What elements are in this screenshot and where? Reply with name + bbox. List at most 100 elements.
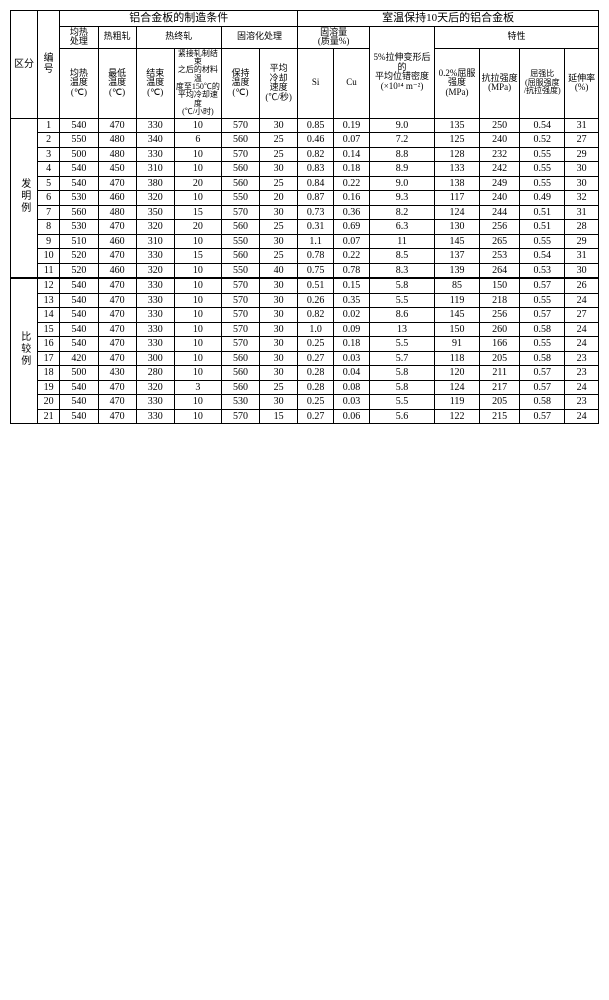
- cell: 1: [37, 118, 59, 133]
- cell: 540: [60, 308, 98, 323]
- header-qufen: 区分: [11, 11, 38, 119]
- cell: 8.8: [370, 147, 435, 162]
- cell: 119: [435, 293, 480, 308]
- cell: 232: [479, 147, 519, 162]
- cell: 0.04: [334, 366, 370, 381]
- cell: 380: [136, 176, 174, 191]
- header-lengque-rate: 紧接轧制结束之后的材料温度至150℃的平均冷却速度(℃/小时): [174, 48, 221, 118]
- cell: 20: [174, 176, 221, 191]
- cell: 0.55: [520, 234, 565, 249]
- cell: 118: [435, 351, 480, 366]
- cell: 0.82: [298, 308, 334, 323]
- cell: 0.26: [298, 293, 334, 308]
- cell: 560: [221, 220, 259, 235]
- cell: 0.28: [298, 366, 334, 381]
- header-pingjun-lengque: 平均冷却速度(℃/秒): [260, 48, 298, 118]
- cell: 264: [479, 263, 519, 278]
- cell: 31: [565, 205, 599, 220]
- cell: 133: [435, 162, 480, 177]
- cell: 0.58: [520, 322, 565, 337]
- cell: 27: [565, 308, 599, 323]
- cell: 10: [174, 278, 221, 293]
- cell: 470: [98, 380, 136, 395]
- cell: 330: [136, 308, 174, 323]
- table-row: 1454047033010570300.820.028.61452560.572…: [11, 308, 599, 323]
- cell: 330: [136, 322, 174, 337]
- header-weicuo: 5%拉伸变形后的平均位错密度(×10¹⁴ m⁻²): [370, 26, 435, 118]
- header-guronghua: 固溶化处理: [221, 26, 297, 48]
- cell: 460: [98, 263, 136, 278]
- cell: 560: [221, 380, 259, 395]
- group-label: 比较例: [11, 278, 38, 424]
- header-baochi-temp: 保持温度(℃): [221, 48, 259, 118]
- cell: 211: [479, 366, 519, 381]
- cell: 23: [565, 366, 599, 381]
- table-row: 1152046032010550400.750.788.31392640.533…: [11, 263, 599, 278]
- cell: 530: [221, 395, 259, 410]
- header-junre-temp: 均热温度(℃): [60, 48, 98, 118]
- cell: 560: [221, 351, 259, 366]
- cell: 570: [221, 409, 259, 424]
- cell: 14: [37, 308, 59, 323]
- cell: 330: [136, 278, 174, 293]
- table-row: 195404703203560250.280.085.81242170.5724: [11, 380, 599, 395]
- header-recuzha: 热粗轧: [98, 26, 136, 48]
- cell: 570: [221, 293, 259, 308]
- cell: 0.22: [334, 176, 370, 191]
- cell: 320: [136, 191, 174, 206]
- cell: 0.16: [334, 191, 370, 206]
- cell: 20: [260, 191, 298, 206]
- cell: 570: [221, 322, 259, 337]
- cell: 0.25: [298, 337, 334, 352]
- table-row: 1654047033010570300.250.185.5911660.5524: [11, 337, 599, 352]
- cell: 0.08: [334, 380, 370, 395]
- cell: 25: [260, 133, 298, 148]
- header-qufu: 0.2%屈服强度(MPa): [435, 48, 480, 118]
- cell: 30: [260, 205, 298, 220]
- cell: 0.83: [298, 162, 334, 177]
- cell: 5.8: [370, 380, 435, 395]
- cell: 30: [260, 293, 298, 308]
- cell: 30: [260, 337, 298, 352]
- header-cu: Cu: [334, 48, 370, 118]
- cell: 15: [174, 205, 221, 220]
- cell: 500: [60, 147, 98, 162]
- cell: 300: [136, 351, 174, 366]
- cell: 0.19: [334, 118, 370, 133]
- cell: 23: [565, 351, 599, 366]
- cell: 139: [435, 263, 480, 278]
- cell: 29: [565, 147, 599, 162]
- cell: 0.78: [334, 263, 370, 278]
- cell: 280: [136, 366, 174, 381]
- cell: 540: [60, 278, 98, 293]
- cell: 6: [174, 133, 221, 148]
- cell: 3: [174, 380, 221, 395]
- cell: 0.58: [520, 395, 565, 410]
- cell: 8.5: [370, 249, 435, 264]
- header-junre: 均热处理: [60, 26, 98, 48]
- cell: 10: [174, 337, 221, 352]
- cell: 330: [136, 147, 174, 162]
- cell: 0.25: [298, 395, 334, 410]
- cell: 540: [60, 293, 98, 308]
- group-label: 发明例: [11, 118, 38, 278]
- cell: 460: [98, 191, 136, 206]
- cell: 470: [98, 118, 136, 133]
- header-zuidi-temp: 最低温度(℃): [98, 48, 136, 118]
- cell: 570: [221, 278, 259, 293]
- cell: 5.5: [370, 293, 435, 308]
- cell: 25: [260, 380, 298, 395]
- cell: 480: [98, 205, 136, 220]
- cell: 0.57: [520, 278, 565, 293]
- cell: 10: [174, 234, 221, 249]
- cell: 0.82: [298, 147, 334, 162]
- cell: 0.35: [334, 293, 370, 308]
- cell: 550: [221, 191, 259, 206]
- cell: 31: [565, 118, 599, 133]
- cell: 6.3: [370, 220, 435, 235]
- cell: 24: [565, 409, 599, 424]
- cell: 330: [136, 118, 174, 133]
- cell: 560: [221, 176, 259, 191]
- table-row: 1554047033010570301.00.09131502600.5824: [11, 322, 599, 337]
- cell: 30: [565, 162, 599, 177]
